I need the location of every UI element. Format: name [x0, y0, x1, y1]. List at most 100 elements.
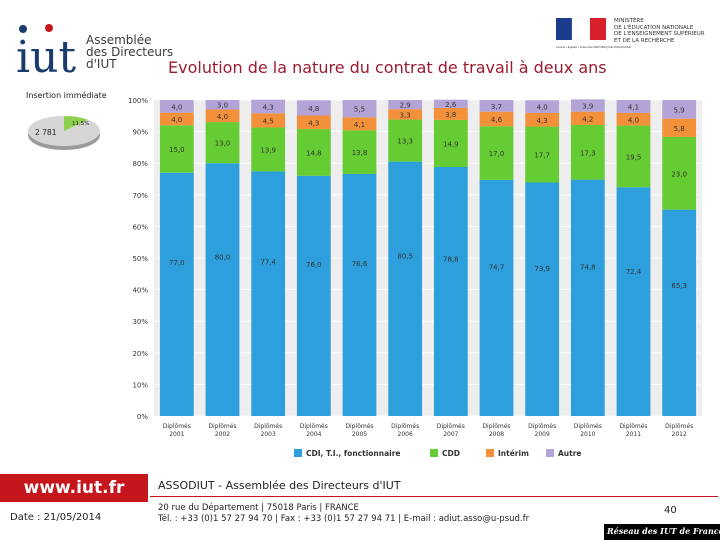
bar-1-3 — [296, 129, 331, 176]
footer-date: Date : 21/05/2014 — [10, 512, 102, 523]
stacked-bar-chart: 0% 10% 20% 30% 40% 50% 60% 70% 80% 90% 100% 77,0 15,… — [128, 97, 702, 458]
ministry-logo: Liberté • Égalité • Fraternité RÉPUBLIQU… — [556, 18, 716, 49]
data-label-3-7: 3,7 — [491, 103, 502, 111]
footer-address: 20 rue du Département | 75018 Paris | FR… — [158, 503, 359, 513]
ministry-caption: Liberté • Égalité • Fraternité RÉPUBLIQU… — [556, 45, 631, 49]
x-tick-label-11: Diplômés 2012 — [665, 423, 693, 438]
footer-url-link[interactable]: www.iut.fr — [0, 474, 148, 502]
page-number: 40 — [664, 505, 677, 516]
data-label-1-1: 13,0 — [215, 140, 231, 148]
data-label-3-0: 4,0 — [171, 103, 182, 111]
bar-0-0 — [159, 172, 194, 416]
data-label-1-3: 14,8 — [306, 149, 322, 157]
data-label-1-11: 23,0 — [671, 170, 687, 178]
bar-1-6 — [433, 119, 468, 167]
data-label-2-3: 4,3 — [308, 119, 319, 127]
footer-network-bar — [604, 524, 720, 540]
x-tick-label-5: Diplômés 2006 — [391, 423, 419, 438]
data-label-2-10: 4,0 — [628, 116, 639, 124]
y-tick-label-3: 30% — [132, 318, 148, 326]
data-label-2-8: 4,3 — [537, 117, 548, 125]
data-label-0-5: 80,5 — [397, 252, 413, 260]
data-label-1-5: 13,3 — [397, 138, 413, 146]
x-tick-label-6: Diplômés 2007 — [437, 423, 465, 438]
legend-label-0: CDI, T.I., fonctionnaire — [306, 449, 401, 458]
footer-contact: Tél. : +33 (0)1 57 27 94 70 | Fax : +33 … — [158, 514, 530, 524]
data-label-0-6: 78,8 — [443, 256, 459, 264]
bar-1-8 — [525, 126, 560, 183]
bar-2-8 — [525, 112, 560, 127]
data-label-3-11: 5,9 — [674, 106, 685, 114]
legend-swatch-3 — [546, 449, 554, 457]
y-tick-label-8: 80% — [132, 160, 148, 168]
bar-1-2 — [251, 127, 286, 172]
data-label-0-7: 74,7 — [489, 264, 505, 272]
pie-small-slice — [64, 116, 88, 131]
bar-3-8 — [525, 100, 560, 113]
insertion-pie: 2 781 11,5% — [28, 116, 100, 150]
y-tick-label-1: 10% — [132, 381, 148, 389]
bar-2-6 — [433, 107, 468, 120]
iut-logo-dot-right — [45, 24, 53, 32]
iut-logo-brand: iut — [16, 32, 76, 80]
data-label-3-8: 4,0 — [537, 104, 548, 112]
bar-0-10 — [616, 187, 651, 416]
y-tick-label-5: 50% — [132, 255, 148, 263]
bar-2-4 — [342, 117, 377, 131]
bar-3-4 — [342, 100, 377, 118]
data-label-3-2: 4,3 — [263, 103, 274, 111]
bar-3-1 — [205, 100, 240, 110]
bar-0-3 — [296, 175, 331, 416]
data-label-3-6: 2,6 — [445, 101, 457, 109]
ministry-text: MINISTÈRE DE L'ÉDUCATION NATIONALE DE L'… — [614, 18, 705, 44]
logo-text-line-1: Assemblée — [86, 33, 152, 47]
bar-2-1 — [205, 109, 240, 123]
bar-3-0 — [159, 100, 194, 113]
data-label-1-10: 19,5 — [626, 153, 642, 161]
ministry-line-4: ET DE LA RECHERCHE — [614, 37, 675, 44]
bar-1-0 — [159, 125, 194, 173]
bar-1-10 — [616, 125, 651, 188]
bar-0-5 — [388, 161, 423, 416]
iut-logo-dot-left — [19, 25, 27, 33]
data-label-2-5: 3,3 — [400, 111, 411, 119]
data-label-1-6: 14,9 — [443, 140, 459, 148]
logo-text: Assemblée des Directeurs d'IUT — [86, 34, 173, 70]
data-label-2-1: 4,0 — [217, 113, 228, 121]
bar-2-3 — [296, 115, 331, 130]
bar-3-9 — [570, 99, 605, 112]
bar-2-11 — [662, 118, 697, 137]
data-label-0-9: 74,8 — [580, 263, 596, 271]
french-flag-icon — [556, 18, 606, 41]
bar-3-5 — [388, 100, 423, 110]
x-tick-label-4: Diplômés 2005 — [345, 423, 373, 438]
data-label-2-7: 4,6 — [491, 116, 503, 124]
legend-label-1: CDD — [442, 449, 460, 458]
logo-text-line-2: des Directeurs — [86, 45, 174, 59]
bar-2-10 — [616, 112, 651, 126]
data-label-3-5: 2,9 — [400, 102, 411, 110]
legend-swatch-1 — [430, 449, 438, 457]
data-label-3-9: 3,9 — [582, 103, 593, 111]
data-label-2-9: 4,2 — [582, 115, 593, 123]
bar-1-4 — [342, 130, 377, 174]
data-label-0-3: 76,0 — [306, 261, 322, 269]
data-label-0-0: 77,0 — [169, 259, 185, 267]
x-tick-label-2: Diplômés 2003 — [254, 423, 282, 438]
y-tick-label-6: 60% — [132, 223, 148, 231]
legend-swatch-2 — [486, 449, 494, 457]
bar-0-9 — [570, 179, 605, 416]
bar-0-11 — [662, 209, 697, 416]
bar-2-2 — [251, 113, 286, 128]
x-tick-label-7: Diplômés 2008 — [482, 423, 510, 438]
y-tick-label-2: 20% — [132, 350, 148, 358]
data-label-3-3: 4,8 — [308, 105, 319, 113]
bar-3-3 — [296, 100, 331, 116]
bar-0-7 — [479, 179, 514, 416]
data-label-2-0: 4,0 — [171, 116, 182, 124]
data-label-0-11: 65,3 — [671, 282, 687, 290]
bar-2-0 — [159, 112, 194, 126]
data-label-0-1: 80,0 — [215, 253, 231, 261]
legend-swatch-0 — [294, 449, 302, 457]
data-label-1-7: 17,0 — [489, 150, 505, 158]
